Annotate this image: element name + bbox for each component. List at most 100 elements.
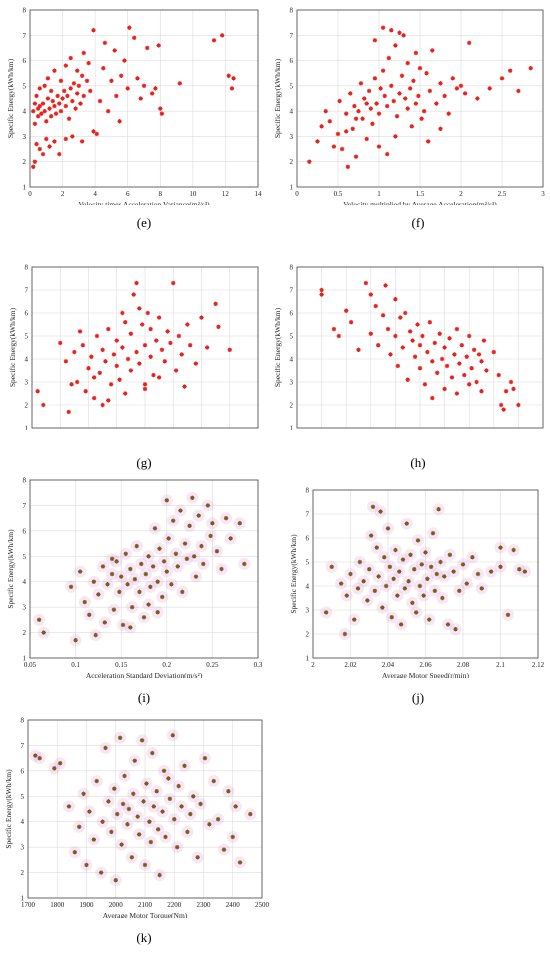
data-point xyxy=(400,345,405,350)
data-point xyxy=(156,43,161,48)
data-point xyxy=(355,586,361,591)
data-point xyxy=(228,536,233,541)
data-point xyxy=(372,588,378,593)
data-point xyxy=(323,108,328,114)
data-point xyxy=(427,88,433,94)
data-point xyxy=(161,559,167,564)
data-point xyxy=(76,83,82,89)
data-point xyxy=(35,106,41,111)
data-point xyxy=(33,753,38,758)
y-tick-label: 4 xyxy=(25,356,29,364)
x-tick-label: 8 xyxy=(159,190,163,198)
data-point xyxy=(505,612,511,617)
data-point xyxy=(345,164,351,169)
data-point xyxy=(375,343,381,348)
y-tick-label: 5 xyxy=(306,559,310,567)
data-point xyxy=(111,607,117,612)
data-point xyxy=(233,804,238,809)
data-point xyxy=(185,322,190,327)
y-tick-label: 8 xyxy=(290,264,294,272)
data-point xyxy=(109,829,114,835)
data-point xyxy=(439,356,445,362)
y-tick-label: 7 xyxy=(25,287,29,295)
data-point xyxy=(122,58,127,63)
data-point xyxy=(408,552,413,557)
data-points xyxy=(33,733,253,883)
data-point xyxy=(79,139,85,144)
grid xyxy=(296,9,544,188)
data-point xyxy=(405,106,410,111)
y-tick-label: 1 xyxy=(23,655,27,663)
data-point xyxy=(438,559,443,565)
data-point xyxy=(102,40,108,46)
data-point xyxy=(57,151,62,157)
data-point xyxy=(117,735,123,740)
x-tick-label: 2000 xyxy=(109,901,124,909)
x-tick-label: 2.12 xyxy=(532,661,545,669)
y-tick-label: 1 xyxy=(290,184,294,192)
data-point xyxy=(432,588,438,593)
y-axis-label: Specific Energy(kWh/km) xyxy=(275,58,282,138)
data-point xyxy=(388,352,393,357)
data-point xyxy=(404,521,409,526)
y-tick-label: 3 xyxy=(290,133,294,141)
y-tick-label: 2 xyxy=(306,631,310,639)
data-point xyxy=(137,306,142,311)
data-point xyxy=(164,569,169,574)
data-point xyxy=(76,824,82,829)
scatter-panel-f: 0 0.5 1 1.5 2 2.5 3 1 2 3 4 5 6 7 8 Velocity multiplied… xyxy=(273,0,550,210)
grid xyxy=(27,719,263,899)
data-point xyxy=(75,91,80,96)
data-point xyxy=(111,352,117,357)
data-point xyxy=(331,326,337,332)
data-point xyxy=(410,600,415,605)
data-point xyxy=(378,86,383,91)
data-point xyxy=(167,796,173,802)
data-point xyxy=(137,361,142,366)
scatter-panel-j: 2 2.02 2.04 2.06 2.08 2.1 2.12 1 2 3 4 5 6 7 8 Average … xyxy=(275,468,550,681)
data-point xyxy=(164,498,169,503)
data-point xyxy=(484,368,489,373)
data-point xyxy=(168,340,173,346)
y-tick-label: 3 xyxy=(306,607,310,615)
y-tick-label: 6 xyxy=(290,57,294,65)
data-point xyxy=(467,382,472,387)
y-tick-label: 8 xyxy=(25,264,29,272)
x-tick-label: 14 xyxy=(255,190,263,198)
x-tick-label: 2300 xyxy=(197,901,212,909)
data-point xyxy=(447,336,452,341)
data-point xyxy=(198,801,203,807)
data-point xyxy=(31,164,36,169)
data-point xyxy=(114,559,119,564)
data-point xyxy=(156,315,162,320)
data-point xyxy=(112,786,117,791)
data-point xyxy=(528,65,533,71)
data-point xyxy=(128,566,133,572)
data-point xyxy=(496,372,501,378)
data-point xyxy=(77,569,83,574)
data-point xyxy=(42,83,47,89)
caption-i: (i) xyxy=(137,690,151,705)
data-point xyxy=(142,386,148,392)
data-point xyxy=(126,806,132,812)
data-point xyxy=(72,349,77,355)
data-point xyxy=(411,78,416,83)
data-point xyxy=(464,581,469,586)
data-point xyxy=(335,131,341,137)
data-point xyxy=(407,86,413,91)
data-point xyxy=(207,822,212,827)
data-point xyxy=(63,136,69,142)
data-point xyxy=(136,832,142,837)
data-point xyxy=(148,839,154,845)
data-point xyxy=(344,129,349,134)
data-point xyxy=(517,567,522,572)
data-point xyxy=(391,98,396,104)
data-point xyxy=(201,561,206,567)
data-point xyxy=(57,101,62,106)
x-tick-label: 2.02 xyxy=(344,661,357,669)
data-point xyxy=(451,569,456,574)
data-point xyxy=(231,76,236,81)
y-tick-label: 4 xyxy=(23,108,27,116)
data-point xyxy=(462,372,467,378)
x-tick-label: 0.15 xyxy=(115,661,128,669)
